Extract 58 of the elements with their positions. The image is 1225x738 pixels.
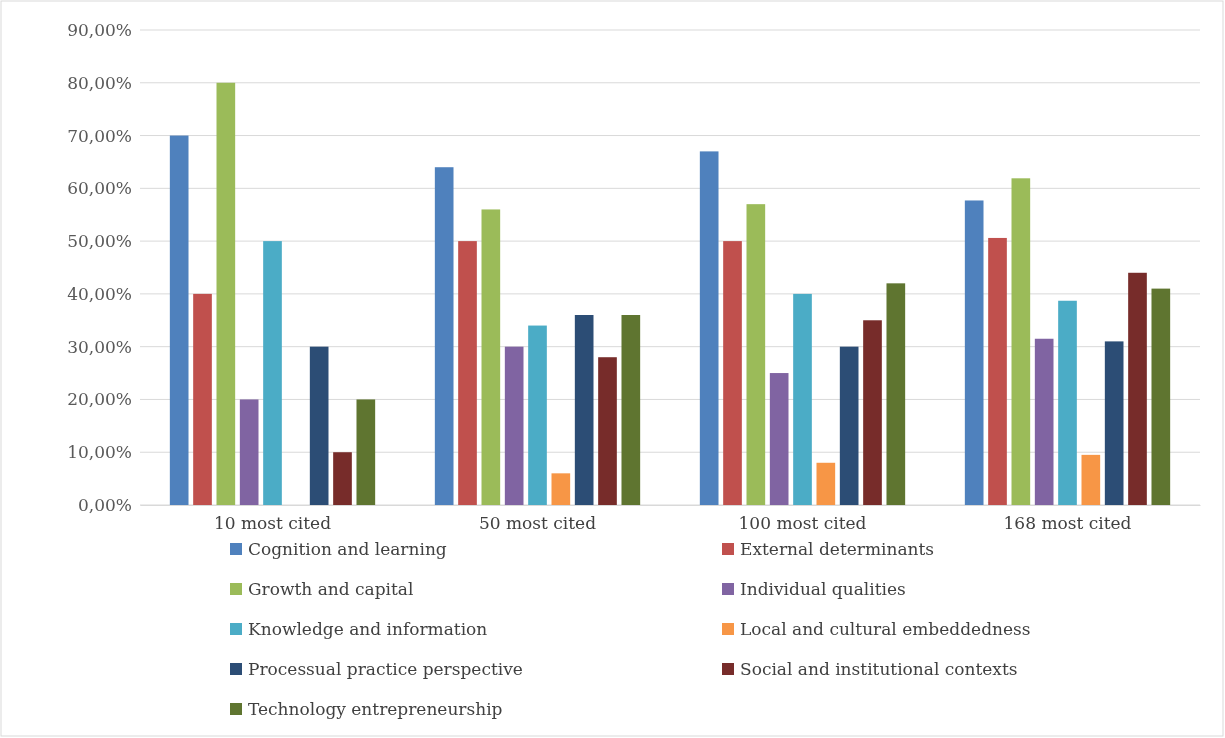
x-tick-label: 100 most cited — [738, 513, 867, 534]
bar — [169, 135, 189, 505]
bar — [1104, 341, 1124, 505]
bar — [1081, 454, 1101, 505]
bar — [793, 293, 812, 505]
legend-label: Individual qualities — [740, 578, 906, 599]
bar — [598, 357, 617, 505]
bar — [1151, 288, 1171, 505]
bar — [309, 346, 329, 505]
bar — [481, 209, 501, 505]
bar — [988, 237, 1007, 505]
y-tick-label: 40,00% — [67, 283, 132, 304]
y-tick-label: 50,00% — [67, 231, 132, 252]
bar — [193, 293, 212, 505]
bar — [434, 167, 454, 505]
bar — [621, 315, 641, 505]
y-tick-label: 20,00% — [67, 389, 132, 410]
bar — [723, 241, 742, 505]
bar — [263, 241, 282, 505]
legend-label: External determinants — [740, 538, 935, 559]
legend-label: Knowledge and information — [248, 618, 488, 639]
y-tick-label: 0,00% — [77, 494, 132, 515]
bar — [574, 315, 594, 505]
bar — [816, 462, 836, 505]
y-tick-label: 90,00% — [67, 19, 132, 40]
bar — [551, 473, 571, 505]
bar — [964, 200, 984, 505]
y-tick-label: 60,00% — [67, 178, 132, 199]
y-tick-label: 70,00% — [67, 125, 132, 146]
bar — [1058, 300, 1077, 505]
y-tick-label: 10,00% — [67, 442, 132, 463]
x-tick-label: 50 most cited — [478, 513, 597, 534]
bar — [1128, 272, 1147, 505]
bar — [333, 452, 352, 505]
legend-label: Growth and capital — [248, 578, 414, 599]
bar — [699, 151, 719, 505]
bar — [886, 283, 906, 505]
legend-label: Social and institutional contexts — [740, 658, 1018, 679]
y-tick-label: 80,00% — [67, 72, 132, 93]
bar — [769, 373, 789, 505]
bar — [504, 346, 524, 505]
legend-label: Technology entrepreneurship — [248, 698, 503, 719]
y-tick-label: 30,00% — [67, 336, 132, 357]
bar — [458, 241, 477, 505]
bar — [863, 320, 882, 505]
bar — [356, 399, 376, 505]
x-tick-label: 168 most cited — [1003, 513, 1132, 534]
bar — [746, 204, 766, 505]
bar — [1011, 178, 1031, 505]
bar — [839, 346, 859, 505]
bar — [528, 325, 547, 505]
bar — [239, 399, 259, 505]
bar — [216, 82, 236, 505]
legend-label: Cognition and learning — [248, 538, 447, 559]
legend-label: Local and cultural embeddedness — [740, 618, 1031, 639]
bar — [1034, 338, 1054, 505]
x-tick-label: 10 most cited — [213, 513, 332, 534]
legend-label: Processual practice perspective — [248, 658, 523, 679]
